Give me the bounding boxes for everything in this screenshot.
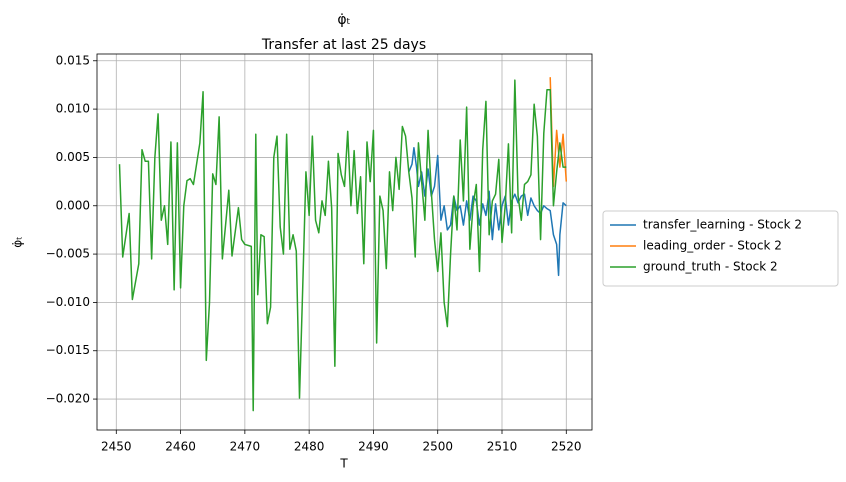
line-series [118,79,567,412]
y-tick-label: −0.010 [46,295,90,309]
plot-frame [96,53,593,431]
x-tick-label: 2520 [551,440,582,454]
legend-label: ground_truth - Stock 2 [643,260,778,274]
chart-subtitle: Transfer at last 25 days [261,37,426,53]
x-tick-label: 2470 [230,440,261,454]
y-tick-label: −0.005 [46,247,90,261]
y-tick-label: 0.015 [56,53,90,67]
x-tick-label: 2460 [165,440,196,454]
x-tick-label: 2490 [358,440,389,454]
legend-label: transfer_learning - Stock 2 [643,218,802,232]
x-tick-label: 2480 [294,440,325,454]
x-tick-label: 2450 [101,440,132,454]
y-axis-label: φ̇ₜ [11,236,25,247]
x-tick-label: 2500 [422,440,453,454]
x-axis-label: T [339,457,348,471]
x-tick-label: 2510 [487,440,518,454]
y-tick-label: 0.000 [56,198,90,212]
legend-label: leading_order - Stock 2 [643,239,782,253]
y-tick-label: 0.005 [56,150,90,164]
y-tick-label: −0.020 [46,392,90,406]
y-tick-label: −0.015 [46,343,90,357]
legend-box [602,210,839,287]
chart-title: φ̇ₜ [337,12,350,28]
y-tick-label: 0.010 [56,102,90,116]
